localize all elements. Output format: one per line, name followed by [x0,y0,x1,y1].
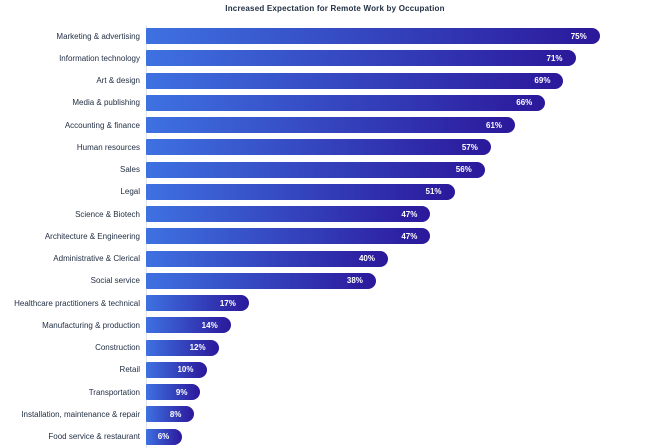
category-label: Construction [95,343,140,353]
bar: 8% [146,406,195,423]
bar-row: Healthcare practitioners & technical 17% [0,292,670,314]
category-label: Retail [119,365,140,375]
category-label: Administrative & Clerical [53,254,140,264]
bar: 12% [146,339,219,356]
bar: 9% [146,384,201,401]
category-label: Transportation [88,387,140,397]
value-label: 9% [175,387,188,397]
bar-track: 12% [146,339,630,356]
bar: 10% [146,361,207,378]
bar-row: Media & publishing 66% [0,92,670,114]
bar: 75% [146,28,600,45]
bar-row: Installation, maintenance & repair 8% [0,403,670,425]
category-label: Sales [119,165,140,175]
bar-track: 17% [146,295,630,312]
bar-row: Legal 51% [0,181,670,203]
value-label: 14% [201,320,218,330]
bar: 38% [146,272,376,289]
bar-row: Science & Biotech 47% [0,203,670,225]
bar: 17% [146,295,249,312]
bar-track: 47% [146,228,630,245]
category-label: Marketing & advertising [56,31,140,41]
bar-track: 14% [146,317,630,334]
bar-track: 8% [146,406,630,423]
category-label: Human resources [76,142,140,152]
bar-track: 38% [146,272,630,289]
value-label: 6% [157,432,170,442]
bar-track: 10% [146,361,630,378]
bar-track: 51% [146,183,630,200]
bar-track: 9% [146,384,630,401]
category-label: Manufacturing & production [42,320,140,330]
value-label: 47% [401,231,418,241]
bar: 57% [146,139,491,156]
category-label: Installation, maintenance & repair [21,409,140,419]
bar-track: 57% [146,139,630,156]
bar-row: Accounting & finance 61% [0,114,670,136]
bar: 51% [146,183,455,200]
value-label: 8% [169,409,182,419]
bar-row: Sales 56% [0,159,670,181]
bar-track: 61% [146,117,630,134]
bar-row: Construction 12% [0,337,670,359]
bar-row: Architecture & Engineering 47% [0,225,670,247]
value-label: 57% [461,142,478,152]
bar-row: Marketing & advertising 75% [0,25,670,47]
category-label: Food service & restaurant [48,432,140,442]
value-label: 61% [486,120,503,130]
category-label: Healthcare practitioners & technical [14,298,140,308]
bar-row: Transportation 9% [0,381,670,403]
category-label: Architecture & Engineering [44,231,140,241]
bar: 47% [146,228,431,245]
category-label: Accounting & finance [64,120,140,130]
bar-row: Manufacturing & production 14% [0,314,670,336]
bar-track: 66% [146,94,630,111]
category-label: Science & Biotech [75,209,140,219]
category-label: Information technology [59,53,140,63]
bar-track: 6% [146,428,630,445]
category-label: Social service [90,276,140,286]
bar-track: 71% [146,50,630,67]
bar-track: 75% [146,28,630,45]
bar: 47% [146,206,431,223]
bar: 61% [146,117,516,134]
bar-row: Retail 10% [0,359,670,381]
value-label: 56% [455,165,472,175]
bar-row: Information technology 71% [0,47,670,69]
bar-track: 69% [146,72,630,89]
bar-row: Food service & restaurant 6% [0,426,670,448]
bar-track: 56% [146,161,630,178]
value-label: 75% [570,31,587,41]
value-label: 47% [401,209,418,219]
category-label: Media & publishing [72,98,140,108]
bar: 56% [146,161,485,178]
value-label: 69% [534,76,551,86]
chart-title: Increased Expectation for Remote Work by… [225,4,445,13]
value-label: 38% [346,276,363,286]
bar: 6% [146,428,183,445]
bar-row: Social service 38% [0,270,670,292]
value-label: 71% [546,53,563,63]
bar: 66% [146,94,546,111]
value-label: 17% [219,298,236,308]
bar: 14% [146,317,231,334]
bar-track: 47% [146,206,630,223]
category-label: Legal [120,187,140,197]
bar-row: Administrative & Clerical 40% [0,248,670,270]
value-label: 51% [425,187,442,197]
bar-rows-container: Marketing & advertising 75% Information te… [0,25,670,448]
bar-track: 40% [146,250,630,267]
bar-row: Human resources 57% [0,136,670,158]
value-label: 66% [516,98,533,108]
bar: 40% [146,250,388,267]
chart-plot-area: Marketing & advertising 75% Information te… [0,25,670,448]
bar-row: Art & design 69% [0,70,670,92]
value-label: 10% [177,365,194,375]
bar: 69% [146,72,564,89]
value-label: 12% [189,343,206,353]
value-label: 40% [358,254,375,264]
bar: 71% [146,50,576,67]
category-label: Art & design [96,76,140,86]
